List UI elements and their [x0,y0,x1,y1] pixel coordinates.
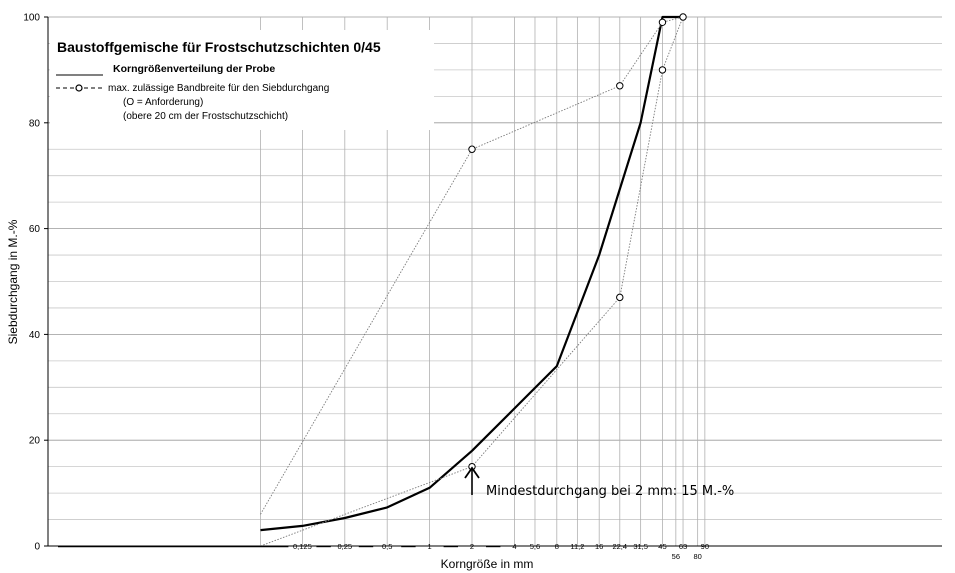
legend-band-marker [75,84,83,92]
x-tick-label: 0,5 [382,542,392,551]
legend-sample-label: Korngrößenverteilung der Probe [113,63,275,75]
x-tick-label: 56 [672,552,680,561]
legend-layer-note: (obere 20 cm der Frostschutzschicht) [123,111,288,122]
x-tick-label: 22,4 [612,542,627,551]
x-tick-label: 1 [428,542,432,551]
x-tick-label: 80 [693,552,701,561]
y-tick-label: 40 [29,330,41,341]
requirement-point [679,13,687,21]
x-tick-label: 4 [512,542,516,551]
series-layer [260,13,687,547]
legend: Baustoffgemische für Frostschutzschichte… [50,30,434,130]
y-axis-label: Siebdurchgang in M.-% [6,219,20,344]
y-tick-label: 60 [29,224,41,235]
requirement-point [658,18,667,26]
chart-title: Baustoffgemische für Frostschutzschichte… [57,39,381,55]
y-tick-label: 20 [29,436,41,447]
legend-band-label: max. zulässige Bandbreite für den Siebdu… [108,83,329,94]
requirement-point [468,145,476,153]
x-tick-label: 2 [470,542,474,551]
x-axis-label: Korngröße in mm [441,557,534,571]
legend-background [50,30,434,130]
annotation-text: Mindestdurchgang bei 2 mm: 15 M.-% [486,484,734,499]
requirement-point [658,66,667,74]
x-tick-label: 16 [595,542,603,551]
requirement-point [616,293,624,302]
x-tick-label: 11,2 [570,542,584,551]
legend-requirement-note: (O = Anforderung) [123,97,203,108]
y-tick-label: 80 [29,118,41,129]
x-tick-label: 45 [658,542,666,551]
tick-layer: 0 20 40 60 80 100 0,125 0,25 0,5 1 2 4 5,6 8 11,2 16 22,… [23,13,709,562]
requirement-point [616,82,624,90]
x-tick-label: 8 [555,542,559,551]
annotation: Mindestdurchgang bei 2 mm: 15 M.-% [464,466,734,499]
x-tick-label: 0,25 [337,542,352,551]
x-tick-label: 31,5 [633,542,648,551]
sample-curve [260,15,683,532]
x-tick-label: 90 [701,542,709,551]
y-tick-label: 100 [23,13,40,24]
x-tick-label: 63 [679,542,687,551]
annotation-arrow-head [464,466,480,479]
x-tick-label: 0,125 [293,542,312,551]
x-tick-label: 5,6 [530,542,540,551]
grid [48,16,942,546]
y-tick-label: 0 [34,542,40,553]
